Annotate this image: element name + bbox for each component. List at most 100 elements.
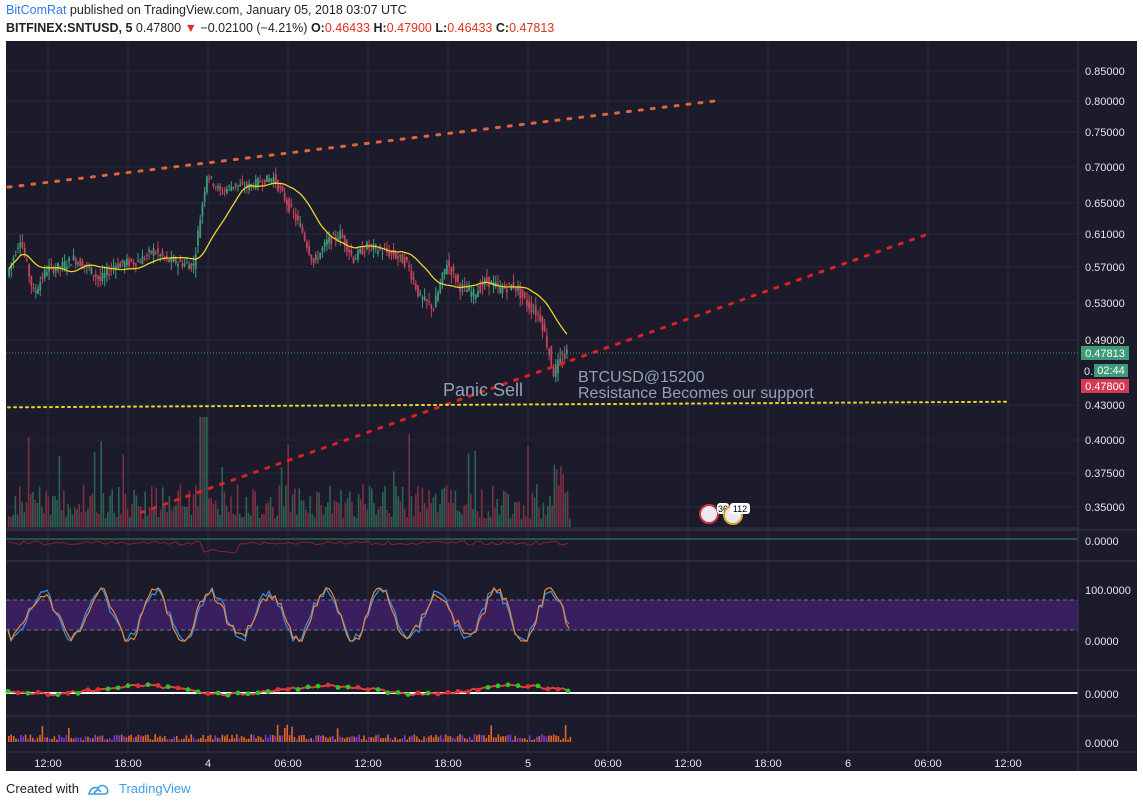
candle-body bbox=[563, 353, 566, 359]
candle-body bbox=[101, 272, 104, 281]
histogram-bar bbox=[353, 736, 356, 742]
momentum-dot bbox=[525, 684, 531, 689]
volume-bar bbox=[560, 466, 562, 527]
histogram-bar bbox=[327, 738, 329, 742]
candle-body bbox=[297, 215, 299, 221]
momentum-dot bbox=[75, 690, 81, 696]
candle-body bbox=[105, 267, 108, 275]
candle-body bbox=[88, 264, 91, 268]
volume-bar bbox=[522, 505, 525, 527]
volume-bar bbox=[87, 508, 89, 527]
candle-body bbox=[72, 255, 75, 260]
volume-bar bbox=[388, 513, 391, 527]
candle-body bbox=[423, 296, 426, 301]
volume-bar bbox=[353, 515, 355, 527]
volume-bar bbox=[316, 491, 318, 527]
histogram-bar bbox=[111, 739, 113, 742]
volume-bar bbox=[313, 517, 316, 527]
volume-bar bbox=[186, 506, 188, 527]
time-axis[interactable]: 12:00 18:00 4 06:00 12:00 18:00 5 06:00 12:00 18:… bbox=[6, 751, 1137, 770]
candle-body bbox=[254, 179, 257, 189]
histogram-bar bbox=[360, 738, 363, 742]
histogram-bar bbox=[236, 734, 238, 742]
candle-body bbox=[168, 259, 171, 262]
price-tick-label: 0.80000 bbox=[1085, 96, 1125, 108]
candle-body bbox=[408, 264, 411, 268]
momentum-dot bbox=[305, 684, 311, 690]
histogram-bar bbox=[24, 734, 27, 742]
volume-bar bbox=[437, 512, 439, 527]
volume-bar bbox=[379, 506, 382, 527]
candle-body bbox=[248, 183, 251, 191]
volume-bar bbox=[38, 486, 41, 527]
candle-body bbox=[34, 290, 37, 293]
countdown-tag-label: 02:44 bbox=[1097, 365, 1125, 377]
histogram-bar bbox=[221, 734, 224, 742]
volume-bar bbox=[533, 497, 536, 527]
candle-body bbox=[521, 288, 524, 298]
histogram-bar bbox=[32, 737, 34, 742]
histogram-bar bbox=[101, 735, 104, 742]
histogram-bar bbox=[257, 735, 260, 742]
volume-bar bbox=[542, 502, 545, 527]
volume-bar bbox=[307, 512, 309, 527]
candle-body bbox=[292, 212, 295, 214]
candle-body bbox=[52, 267, 55, 274]
momentum-dot bbox=[5, 688, 11, 694]
momentum-dot bbox=[295, 687, 301, 692]
histogram-bar bbox=[432, 737, 435, 742]
histogram-bar bbox=[382, 738, 384, 742]
volume-bar bbox=[421, 487, 424, 527]
tradingview-link[interactable]: TradingView bbox=[118, 781, 191, 796]
candle-body bbox=[192, 263, 195, 266]
open-label: O: bbox=[310, 21, 325, 35]
histogram-bar bbox=[329, 736, 332, 742]
candle-body bbox=[312, 258, 315, 263]
candle-body bbox=[388, 251, 391, 257]
histogram-bar bbox=[216, 737, 219, 742]
time-tick-label: 06:00 bbox=[594, 758, 622, 770]
volume-bar bbox=[494, 507, 496, 527]
momentum-dot bbox=[165, 684, 171, 690]
candle-body bbox=[437, 292, 439, 301]
histogram-bar bbox=[63, 737, 65, 742]
momentum-dot bbox=[115, 685, 121, 691]
candle-body bbox=[128, 259, 131, 266]
event-badge-1[interactable]: 36 bbox=[699, 503, 729, 524]
candle-body bbox=[481, 282, 484, 287]
candle-body bbox=[21, 241, 24, 248]
candle-body bbox=[90, 267, 93, 274]
candle-body bbox=[119, 263, 122, 268]
volume-bar bbox=[410, 496, 413, 527]
event-badge-2[interactable]: 112 bbox=[723, 503, 750, 525]
volume-bar bbox=[166, 512, 168, 527]
volume-bar bbox=[250, 515, 252, 527]
histogram-bar bbox=[538, 735, 540, 742]
volume-bar bbox=[168, 495, 171, 527]
volume-bar bbox=[254, 491, 256, 527]
candle-body bbox=[417, 285, 419, 297]
volume-bar bbox=[406, 516, 408, 527]
price-axis[interactable]: 0.85000 0.80000 0.75000 0.70000 0.65000 0.610… bbox=[1085, 66, 1131, 750]
author-link[interactable]: BitComRat bbox=[6, 3, 67, 17]
candle-body bbox=[252, 186, 255, 188]
volume-bar bbox=[555, 469, 558, 527]
histogram-bar bbox=[497, 734, 500, 742]
volume-bar bbox=[309, 495, 311, 527]
volume-bar bbox=[525, 515, 527, 527]
candle-body bbox=[370, 244, 373, 246]
volume-bar bbox=[179, 484, 182, 527]
candle-body bbox=[225, 188, 228, 194]
histogram-bar bbox=[411, 735, 413, 742]
candle-body bbox=[412, 277, 415, 281]
momentum-dot bbox=[335, 684, 341, 690]
volume-bar bbox=[274, 517, 276, 527]
candle-body bbox=[310, 254, 313, 261]
volume-bar bbox=[382, 491, 384, 527]
candle-body bbox=[203, 191, 206, 202]
candle-body bbox=[170, 257, 173, 263]
volume-bar bbox=[69, 508, 72, 527]
volume-bar bbox=[104, 518, 107, 527]
histogram-bar bbox=[190, 734, 192, 742]
